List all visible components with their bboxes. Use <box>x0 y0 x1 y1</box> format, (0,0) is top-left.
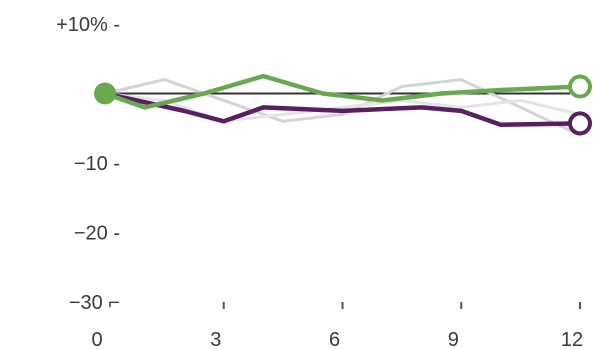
series-start-marker <box>94 82 116 105</box>
series-line-2 <box>103 92 582 123</box>
series-end-marker <box>568 111 592 136</box>
x-tick-label: 9 <box>448 329 459 349</box>
y-tick-label: −10 - <box>74 153 120 175</box>
series-end-marker <box>568 74 592 99</box>
x-tick-label: 12 <box>561 329 583 349</box>
y-tick-label: +10% - <box>56 14 120 36</box>
y-axis-labels: +10% -0 -−10 -−20 -−30 ⌐ <box>56 14 120 314</box>
y-tick-label: −30 ⌐ <box>69 292 120 314</box>
x-tick-label: 0 <box>91 329 102 349</box>
series-line-1 <box>103 78 582 137</box>
x-tick-label: 3 <box>210 329 221 349</box>
series-layer <box>102 73 583 137</box>
series-line-3 <box>102 91 583 128</box>
x-tick-label: 6 <box>329 329 340 349</box>
x-axis: 0 3 6 9 12 <box>91 302 583 349</box>
marker-layer <box>94 74 592 136</box>
y-tick-label: −20 - <box>74 223 120 245</box>
series-line-4 <box>102 73 583 110</box>
